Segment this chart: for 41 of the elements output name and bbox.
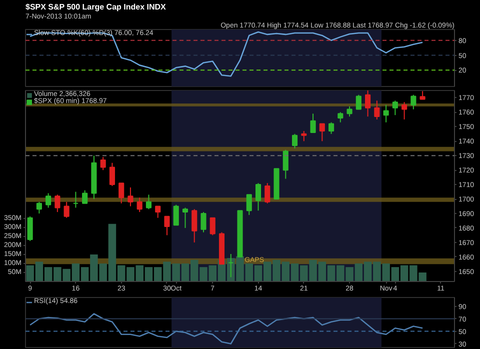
candlestick <box>328 122 334 134</box>
candlestick <box>36 201 42 214</box>
candlestick <box>210 217 216 236</box>
candlestick <box>173 204 179 226</box>
candlestick <box>346 106 352 118</box>
candlestick <box>136 197 142 213</box>
candlestick <box>54 194 60 213</box>
candlestick <box>128 186 134 207</box>
candlestick <box>100 156 106 171</box>
candlestick <box>319 123 325 142</box>
candlestick <box>282 149 288 180</box>
candlestick <box>383 104 389 123</box>
candlestick <box>109 162 115 186</box>
candlestick <box>146 194 152 210</box>
candlestick <box>301 130 307 142</box>
candlestick <box>264 182 270 204</box>
candlestick <box>82 190 88 204</box>
candlestick <box>72 191 78 208</box>
candlestick <box>365 90 371 118</box>
line-series <box>29 31 424 77</box>
candlestick <box>64 201 70 218</box>
candlestick <box>310 113 316 133</box>
candlestick <box>27 216 33 242</box>
candlestick <box>155 206 161 218</box>
chart-title: $SPX S&P 500 Large Cap Index INDX <box>26 2 167 12</box>
candlestick <box>292 133 298 149</box>
candlestick <box>118 182 124 204</box>
line-series <box>29 313 424 344</box>
candlestick <box>164 216 170 236</box>
candlestick <box>338 112 344 123</box>
candlestick <box>46 192 52 208</box>
candlestick <box>192 208 198 243</box>
candlestick <box>200 212 206 233</box>
candlestick <box>374 100 380 120</box>
candlestick <box>402 102 408 120</box>
candlestick <box>255 182 262 212</box>
candlestick <box>392 100 398 116</box>
candlestick <box>246 194 252 216</box>
candlestick <box>182 207 188 228</box>
candlestick <box>356 94 362 110</box>
candlestick <box>410 94 416 110</box>
